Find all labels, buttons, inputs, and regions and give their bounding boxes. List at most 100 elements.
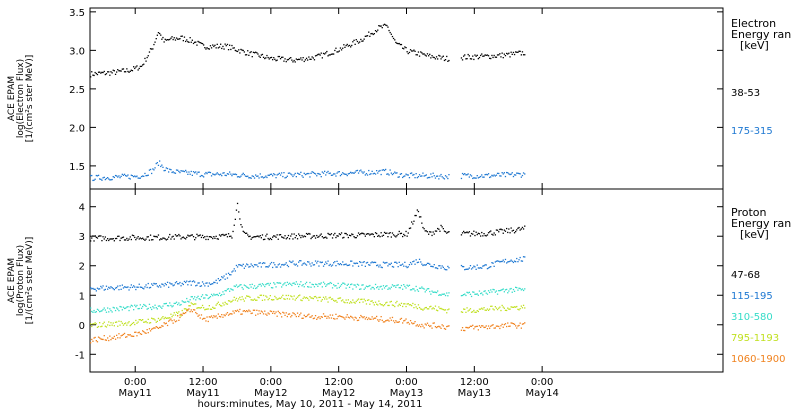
data-point <box>329 263 331 266</box>
data-point <box>494 291 496 293</box>
data-point <box>438 54 440 57</box>
data-point <box>439 230 441 232</box>
data-point <box>235 173 238 176</box>
data-point <box>391 284 394 286</box>
data-point <box>382 169 385 171</box>
data-point <box>264 299 266 301</box>
data-point <box>524 288 526 290</box>
data-point <box>485 264 487 266</box>
data-point <box>216 238 218 240</box>
data-point <box>240 284 242 286</box>
data-point <box>281 264 283 266</box>
data-point <box>509 260 511 262</box>
data-point <box>395 261 397 263</box>
data-point <box>107 324 109 326</box>
data-point <box>413 307 415 309</box>
data-point <box>238 285 240 287</box>
data-point <box>142 64 144 66</box>
data-point <box>433 264 435 266</box>
data-point <box>319 173 321 176</box>
data-point <box>129 178 131 180</box>
data-point <box>327 55 329 57</box>
data-point <box>331 174 334 176</box>
data-point <box>92 74 94 76</box>
data-point <box>241 173 243 176</box>
data-point <box>355 237 357 239</box>
data-point <box>469 308 472 310</box>
data-point <box>270 238 273 241</box>
data-point <box>521 323 524 325</box>
data-point <box>337 263 339 265</box>
data-point <box>298 315 300 318</box>
data-point <box>236 50 239 53</box>
data-point <box>412 288 414 290</box>
data-point <box>204 309 206 311</box>
data-point <box>520 176 522 178</box>
data-point <box>178 319 180 321</box>
data-point <box>388 287 390 289</box>
data-point <box>381 169 383 171</box>
data-point <box>522 289 525 292</box>
data-point <box>148 239 151 241</box>
data-point <box>123 71 126 73</box>
data-point <box>510 227 512 229</box>
data-point <box>143 321 145 323</box>
data-point <box>354 302 356 304</box>
data-point <box>466 231 468 233</box>
data-point <box>183 280 186 283</box>
data-point <box>277 282 279 284</box>
x-tick-day: May12 <box>322 388 355 399</box>
data-point <box>355 300 357 303</box>
data-point <box>521 260 524 262</box>
data-point <box>343 317 345 319</box>
data-point <box>185 281 187 284</box>
data-point <box>221 47 223 50</box>
data-point <box>370 300 372 302</box>
data-point <box>196 307 198 309</box>
data-point <box>165 239 167 241</box>
data-point <box>248 235 250 238</box>
data-point <box>215 47 217 49</box>
data-point <box>277 173 279 175</box>
data-point <box>203 283 205 285</box>
data-point <box>196 44 198 46</box>
data-point <box>101 338 103 340</box>
data-point <box>257 296 259 298</box>
data-point <box>96 308 99 310</box>
data-point <box>474 266 476 268</box>
data-point <box>274 235 276 237</box>
data-point <box>340 300 343 302</box>
data-point <box>278 234 281 236</box>
data-point <box>508 325 510 327</box>
data-point <box>330 174 333 176</box>
data-point <box>376 232 378 235</box>
data-point <box>501 304 503 307</box>
data-point <box>258 310 260 312</box>
data-point <box>515 306 517 308</box>
data-point <box>179 304 181 306</box>
data-point <box>147 332 149 334</box>
data-point <box>272 236 274 238</box>
data-point <box>408 227 411 230</box>
data-point <box>226 303 229 305</box>
data-point <box>238 298 240 300</box>
data-point <box>188 41 190 43</box>
data-point <box>296 238 299 240</box>
data-point <box>218 315 221 318</box>
data-point <box>408 177 411 179</box>
data-point <box>320 52 322 54</box>
data-point <box>348 286 351 288</box>
data-point <box>300 57 302 59</box>
data-point <box>369 284 371 287</box>
data-point <box>467 173 469 175</box>
data-point <box>101 325 103 327</box>
data-point <box>482 308 484 310</box>
data-point <box>133 309 135 311</box>
data-point <box>295 235 297 237</box>
data-point <box>189 173 191 175</box>
data-point <box>387 26 389 28</box>
data-point <box>112 176 114 178</box>
data-point <box>187 284 189 286</box>
data-point <box>109 335 111 337</box>
